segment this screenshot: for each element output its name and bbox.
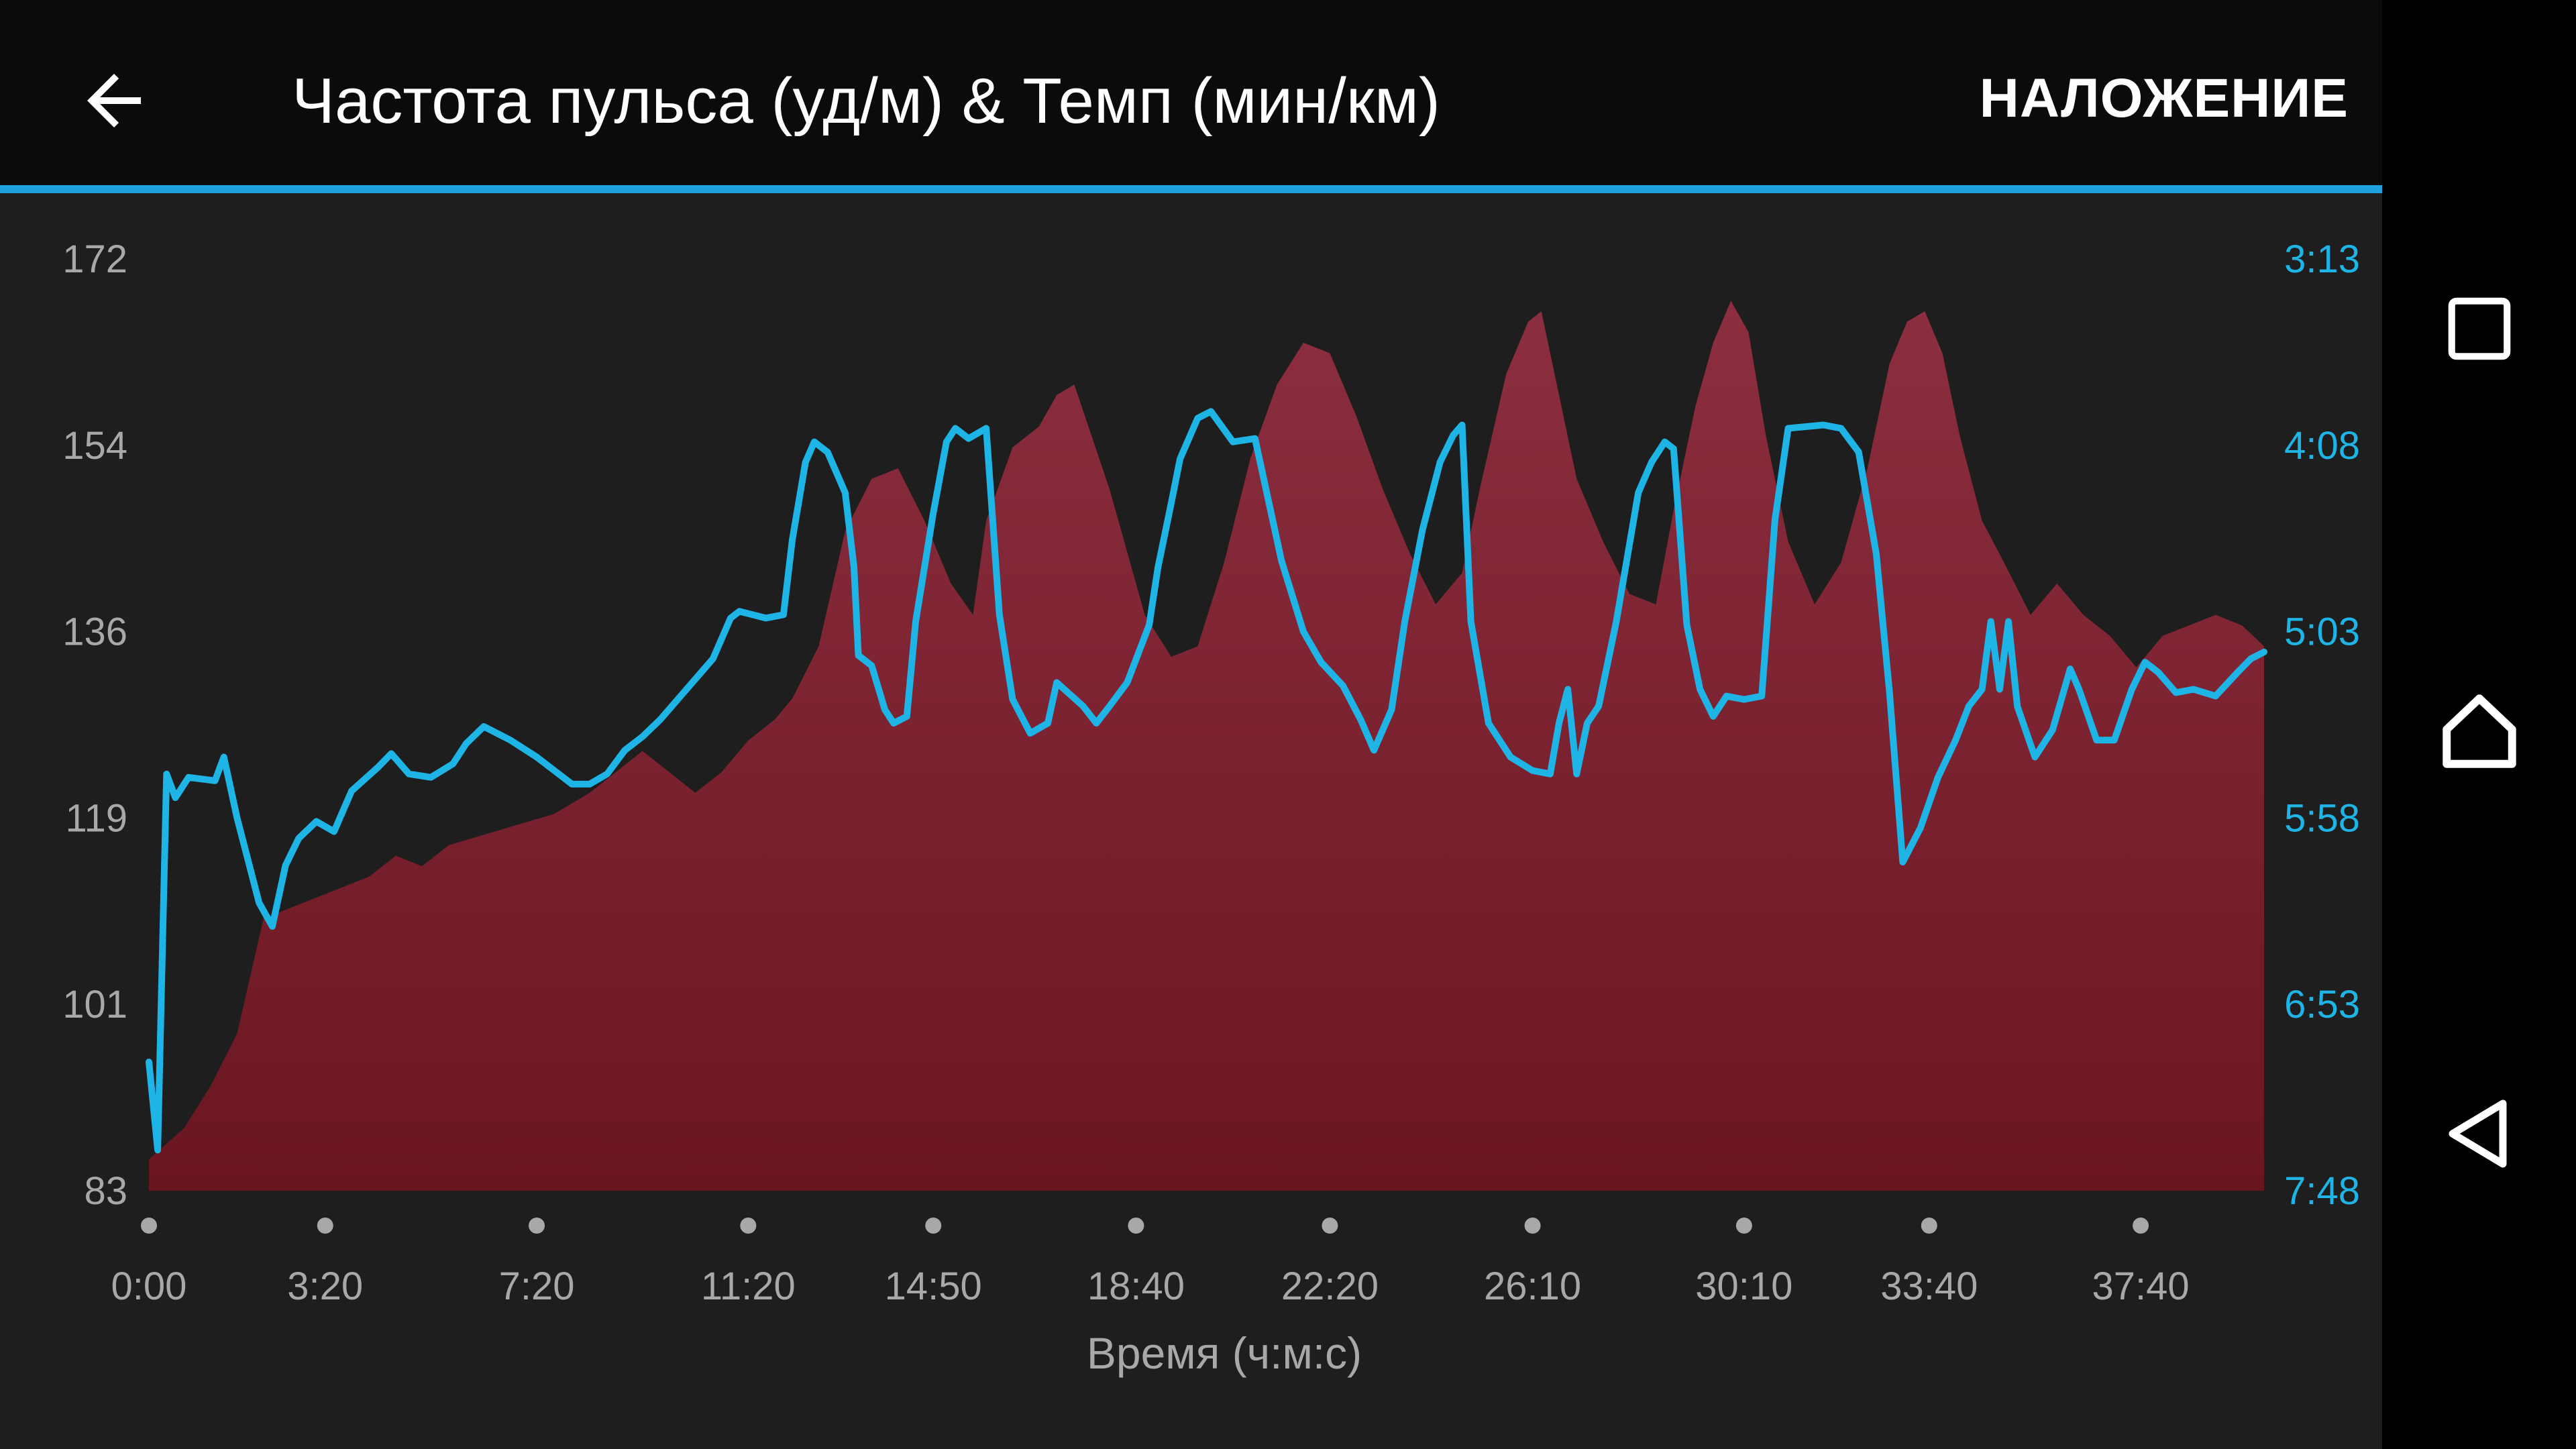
y-axis-right: 3:13 4:08 5:03 5:58 6:53 7:48 xyxy=(2284,237,2360,1213)
x-tick-dot xyxy=(1524,1218,1541,1234)
accent-divider xyxy=(0,185,2382,193)
y-left-tick-label: 154 xyxy=(62,424,127,468)
x-tick-dot xyxy=(740,1218,757,1234)
page-title: Частота пульса (уд/м) & Темп (мин/км) xyxy=(292,65,1440,137)
recent-apps-icon xyxy=(2448,297,2510,360)
y-left-tick-label: 83 xyxy=(84,1169,127,1213)
chart: 172 154 136 119 101 83 3:13 4:08 5:03 5:58 6:53 7:… xyxy=(62,237,2360,1378)
x-tick-dot xyxy=(141,1218,157,1234)
y-right-tick-label: 4:08 xyxy=(2284,424,2360,468)
home-icon xyxy=(2442,694,2516,768)
home-button[interactable] xyxy=(2382,664,2576,798)
x-tick-label: 37:40 xyxy=(2092,1265,2189,1308)
x-tick-label: 30:10 xyxy=(1695,1265,1792,1308)
y-right-tick-label: 5:58 xyxy=(2284,796,2360,840)
y-right-tick-label: 3:13 xyxy=(2284,237,2360,281)
x-axis-label: Время (ч:м:с) xyxy=(1087,1328,1362,1378)
x-tick-dot xyxy=(925,1218,942,1234)
x-tick-label: 0:00 xyxy=(111,1265,187,1308)
y-left-tick-label: 172 xyxy=(62,237,127,281)
system-nav-bar xyxy=(2382,0,2576,1449)
app-screen: Частота пульса (уд/м) & Темп (мин/км) НА… xyxy=(0,0,2382,1378)
back-icon xyxy=(2449,1099,2506,1168)
x-tick-dot xyxy=(529,1218,545,1234)
x-tick-label: 26:10 xyxy=(1484,1265,1581,1308)
x-tick-dot xyxy=(1921,1218,1937,1234)
y-axis-left: 172 154 136 119 101 83 xyxy=(62,237,127,1213)
pace-line xyxy=(146,408,2267,1154)
y-left-tick-label: 136 xyxy=(62,610,127,654)
y-left-tick-label: 119 xyxy=(66,796,127,840)
overlay-button[interactable]: НАЛОЖЕНИЕ xyxy=(1979,68,2349,129)
y-right-tick-label: 5:03 xyxy=(2284,610,2360,654)
heart-rate-area xyxy=(149,301,2264,1191)
x-tick-dot xyxy=(1735,1218,1752,1234)
y-right-tick-label: 6:53 xyxy=(2284,983,2360,1026)
x-tick-label: 18:40 xyxy=(1087,1265,1185,1308)
x-tick-dot xyxy=(2133,1218,2149,1234)
x-tick-label: 11:20 xyxy=(701,1265,796,1308)
x-tick-dot xyxy=(317,1218,333,1234)
top-app-bar: Частота пульса (уд/м) & Темп (мин/км) НА… xyxy=(0,0,2382,193)
x-tick-label: 3:20 xyxy=(287,1265,363,1308)
x-tick-label: 22:20 xyxy=(1281,1265,1379,1308)
x-tick-dot xyxy=(1128,1218,1144,1234)
y-right-tick-label: 7:48 xyxy=(2284,1169,2360,1213)
recent-apps-button[interactable] xyxy=(2382,262,2576,396)
x-axis: 0:00 3:20 7:20 11:20 14:50 18:40 22:20 26:10 30:… xyxy=(111,1218,2190,1308)
heart-rate-area-layer xyxy=(149,301,2264,1191)
x-tick-label: 33:40 xyxy=(1880,1265,1978,1308)
pace-line-layer xyxy=(146,408,2267,1154)
x-tick-label: 7:20 xyxy=(499,1265,575,1308)
arrow-left-icon xyxy=(87,74,141,127)
x-tick-dot xyxy=(1322,1218,1338,1234)
y-left-tick-label: 101 xyxy=(62,983,127,1026)
x-tick-label: 14:50 xyxy=(885,1265,982,1308)
nav-back-button[interactable] xyxy=(2382,1067,2576,1201)
back-button[interactable] xyxy=(67,54,161,148)
